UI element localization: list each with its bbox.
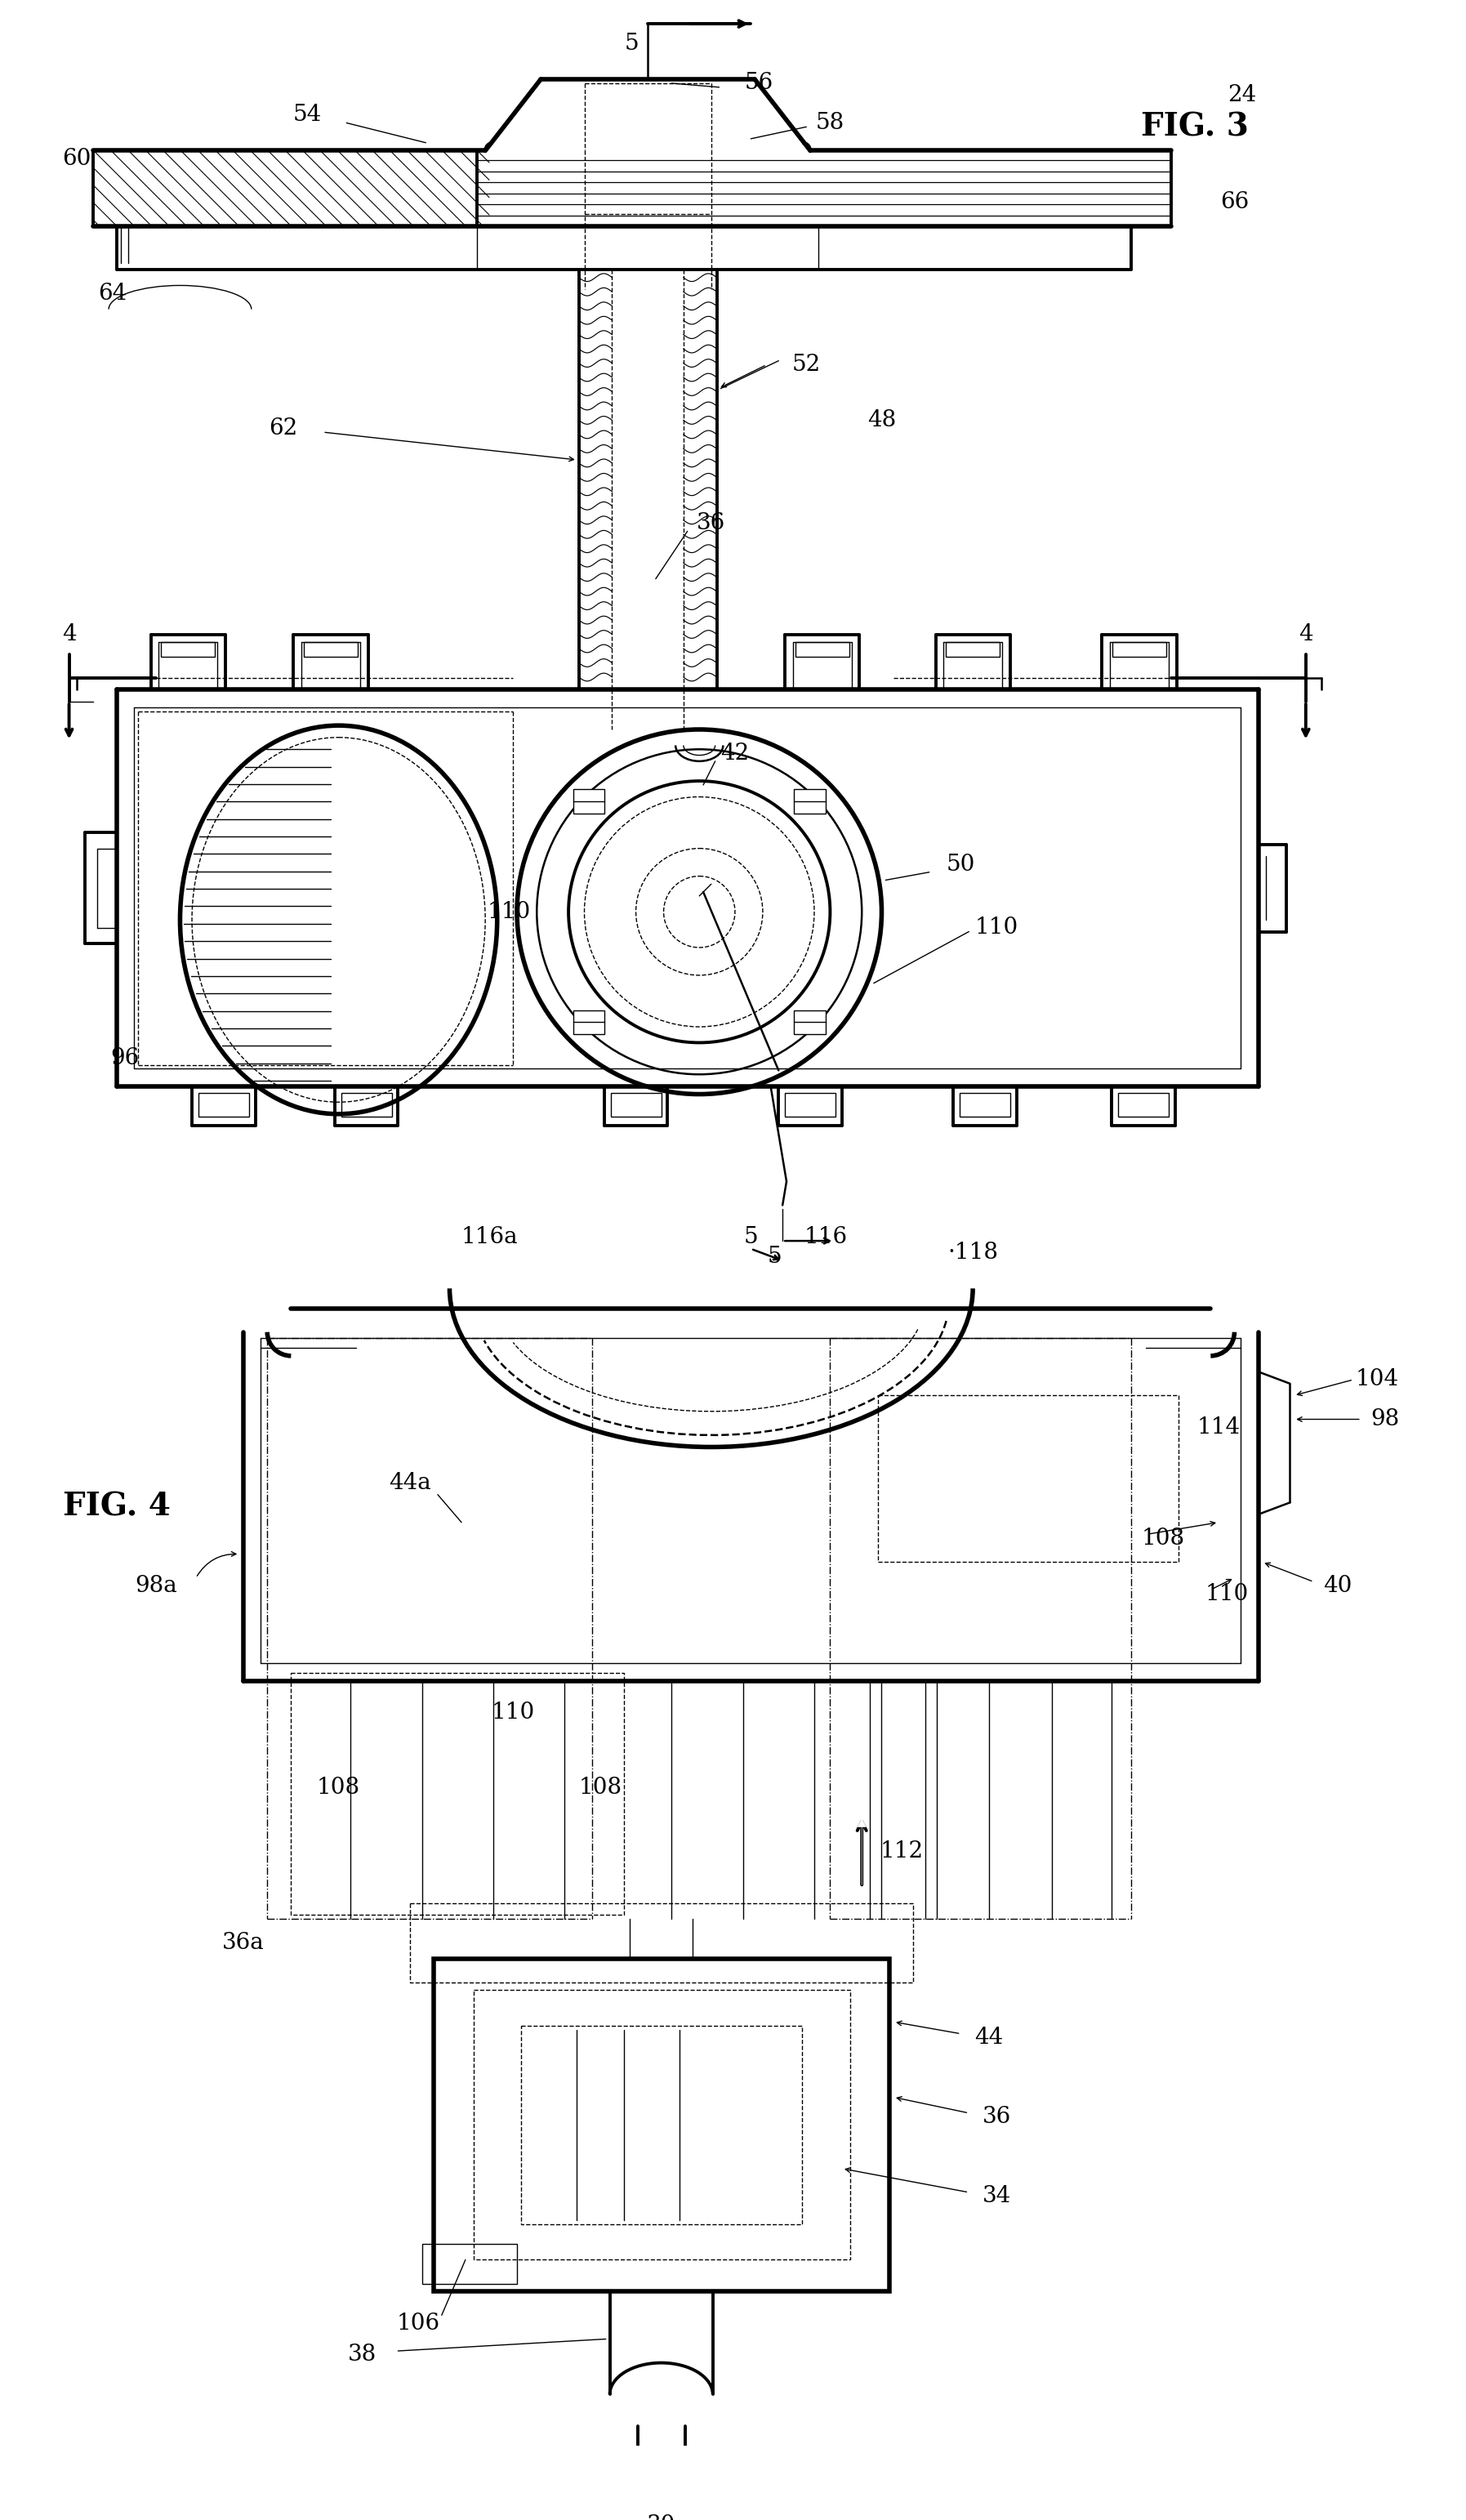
Bar: [520, 2026, 802, 2225]
Bar: [610, 1094, 661, 1116]
Text: 36: 36: [696, 512, 726, 534]
Text: 110: 110: [487, 900, 531, 922]
Text: 48: 48: [868, 408, 896, 431]
Text: 36a: 36a: [223, 1930, 264, 1953]
Text: 66: 66: [1220, 192, 1249, 214]
Text: 112: 112: [880, 1840, 924, 1862]
Text: 62: 62: [268, 418, 298, 438]
Bar: [573, 789, 605, 814]
Bar: [198, 1094, 249, 1116]
Bar: [422, 2243, 517, 2283]
Text: 108: 108: [317, 1777, 361, 1799]
Text: 116: 116: [805, 1225, 847, 1247]
Bar: [1113, 643, 1167, 658]
Text: 108: 108: [579, 1777, 622, 1799]
Text: 96: 96: [110, 1048, 139, 1068]
Bar: [795, 643, 849, 658]
Bar: [573, 1011, 605, 1033]
Text: 104: 104: [1356, 1368, 1399, 1391]
Text: 98a: 98a: [135, 1575, 177, 1598]
Text: 98: 98: [1371, 1409, 1400, 1431]
Text: 34: 34: [982, 2185, 1012, 2208]
Text: 64: 64: [98, 282, 128, 305]
Bar: [795, 1011, 825, 1033]
Bar: [410, 1903, 913, 1983]
Text: 38: 38: [347, 2344, 377, 2366]
Text: 54: 54: [293, 103, 321, 126]
Text: 5: 5: [743, 1225, 758, 1247]
Text: FIG. 3: FIG. 3: [1141, 111, 1249, 144]
Text: 110: 110: [975, 917, 1019, 940]
Bar: [795, 789, 825, 814]
Bar: [474, 1991, 850, 2260]
Text: 52: 52: [792, 353, 821, 375]
Bar: [161, 643, 216, 658]
Bar: [784, 1094, 836, 1116]
Text: 110: 110: [491, 1701, 535, 1724]
Text: 110: 110: [1205, 1583, 1248, 1605]
Text: 116a: 116a: [460, 1225, 517, 1247]
Text: 50: 50: [947, 854, 975, 874]
Text: ·118: ·118: [947, 1242, 998, 1265]
Text: 44a: 44a: [388, 1472, 431, 1494]
Bar: [303, 643, 358, 658]
Text: 24: 24: [1229, 83, 1256, 106]
Text: 44: 44: [975, 2026, 1003, 2049]
Text: 114: 114: [1196, 1416, 1240, 1439]
Bar: [959, 1094, 1010, 1116]
Text: 108: 108: [1142, 1527, 1185, 1550]
Bar: [1119, 1094, 1168, 1116]
Text: 4: 4: [1299, 622, 1314, 645]
Text: 42: 42: [721, 743, 749, 764]
Text: 40: 40: [1322, 1575, 1352, 1598]
Text: 58: 58: [815, 111, 844, 134]
Bar: [342, 1094, 391, 1116]
Text: 5: 5: [625, 33, 639, 55]
Text: 106: 106: [396, 2313, 440, 2334]
Bar: [878, 1396, 1179, 1562]
Text: 5: 5: [767, 1245, 781, 1268]
Text: FIG. 4: FIG. 4: [63, 1492, 170, 1522]
Text: 30: 30: [647, 2515, 676, 2520]
Bar: [946, 643, 1000, 658]
Bar: [434, 1958, 890, 2291]
Text: 56: 56: [745, 73, 773, 93]
Bar: [292, 1673, 625, 1915]
Text: 60: 60: [63, 149, 91, 169]
Text: 36: 36: [982, 2107, 1012, 2127]
Text: ·: ·: [116, 262, 119, 270]
Text: 4: 4: [62, 622, 76, 645]
